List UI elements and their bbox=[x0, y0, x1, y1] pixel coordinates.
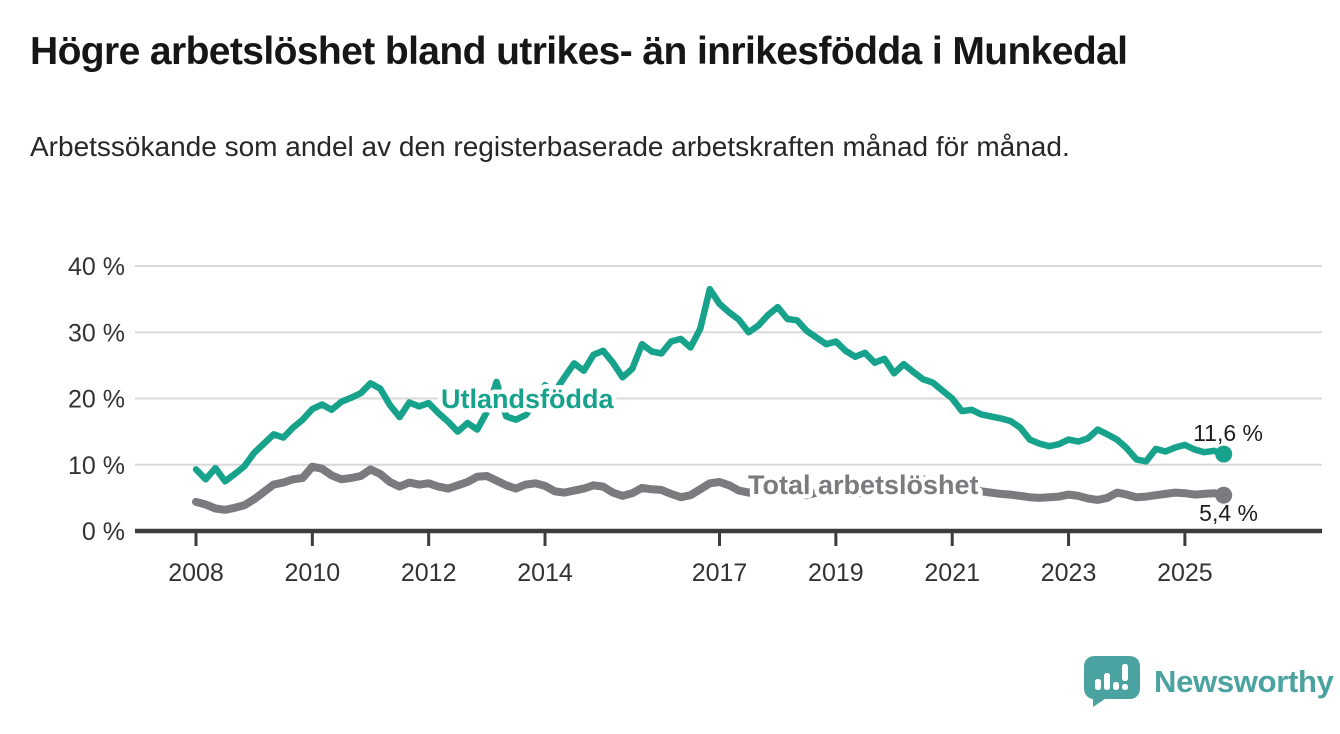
page-title: Högre arbetslöshet bland utrikes- än inr… bbox=[30, 30, 1128, 73]
end-value-total-arbetsloshet: 5,4 % bbox=[1199, 500, 1258, 526]
end-dot-utlandsfodda bbox=[1215, 445, 1233, 463]
speech-bubble-shape bbox=[1084, 656, 1140, 707]
y-tick-label: 0 % bbox=[82, 518, 125, 546]
bar-chart-icon bbox=[1095, 679, 1101, 690]
x-tick-label: 2019 bbox=[808, 559, 864, 587]
chart-dot-layer bbox=[1215, 445, 1233, 504]
x-tick-label: 2021 bbox=[924, 559, 980, 587]
newsworthy-logo-icon bbox=[1084, 656, 1140, 707]
x-tick-label: 2012 bbox=[401, 559, 457, 587]
bar-chart-icon bbox=[1104, 673, 1110, 690]
x-tick-label: 2017 bbox=[692, 559, 748, 587]
x-tick-label: 2010 bbox=[285, 559, 341, 587]
x-tick-label: 2008 bbox=[168, 559, 224, 587]
x-tick-label: 2023 bbox=[1041, 559, 1097, 587]
chart-series-layer bbox=[192, 285, 1228, 514]
exclamation-icon bbox=[1122, 664, 1128, 681]
y-tick-label: 10 % bbox=[68, 452, 125, 480]
y-tick-label: 30 % bbox=[68, 319, 125, 347]
series-line-utlandsfodda bbox=[192, 285, 1227, 485]
x-tick-label: 2025 bbox=[1157, 559, 1213, 587]
newsworthy-logo: Newsworthy bbox=[1084, 656, 1334, 707]
bar-chart-icon bbox=[1113, 682, 1119, 690]
series-label-total-arbetsloshet: Total arbetslöshet bbox=[748, 470, 979, 500]
newsworthy-logo-text: Newsworthy bbox=[1154, 663, 1334, 699]
series-line-total-arbetsloshet bbox=[192, 462, 1228, 514]
end-dot-total-arbetsloshet bbox=[1215, 486, 1233, 504]
series-label-utlandsfodda: Utlandsfödda bbox=[441, 384, 614, 414]
y-tick-label: 20 % bbox=[68, 386, 125, 414]
chart-grid-layer: 0 % 10 % 20 % 30 % 40 % 2008 2010 2012 2014 2017 2… bbox=[68, 253, 1322, 587]
x-tick-label: 2014 bbox=[517, 559, 573, 587]
end-value-utlandsfodda: 11,6 % bbox=[1193, 420, 1263, 446]
y-tick-label: 40 % bbox=[68, 253, 125, 281]
chart-subtitle: Arbetssökande som andel av den registerb… bbox=[30, 131, 1070, 162]
exclamation-icon bbox=[1122, 684, 1128, 690]
